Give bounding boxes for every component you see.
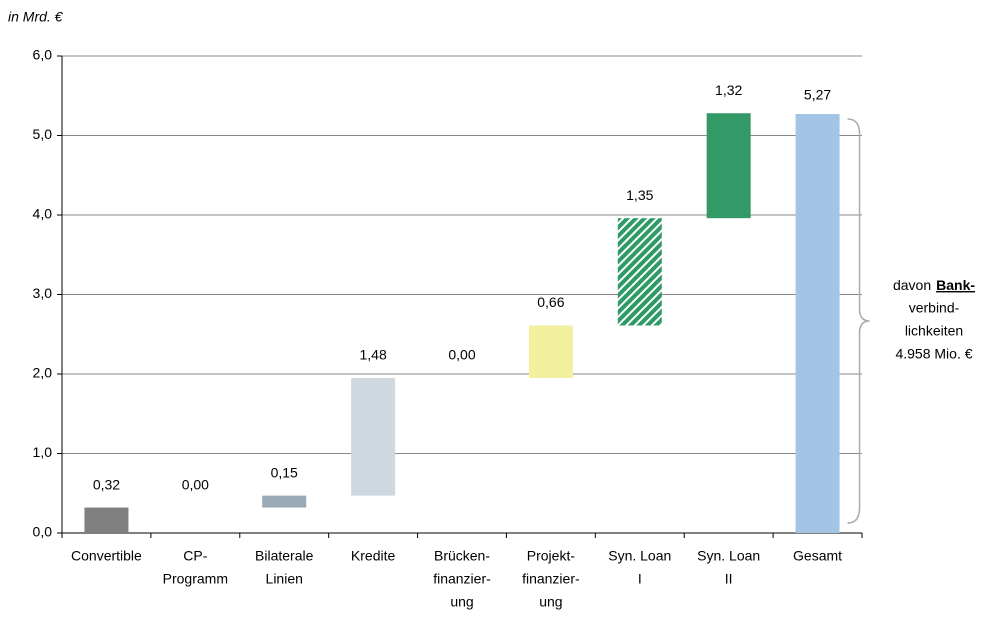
value-label: 5,27 [804, 87, 831, 103]
bar [528, 325, 573, 378]
y-tick-label: 5,0 [33, 126, 53, 142]
bar [262, 495, 307, 508]
x-tick-label: finanzier- [433, 571, 491, 587]
value-label: 0,66 [537, 294, 564, 310]
bar [351, 377, 396, 496]
x-tick-label: II [725, 571, 733, 587]
y-tick-label: 0,0 [33, 524, 53, 540]
value-label: 0,00 [448, 347, 475, 363]
x-tick-label: Programm [163, 571, 228, 587]
y-tick-label: 2,0 [33, 365, 53, 381]
x-tick-label: finanzier- [522, 571, 580, 587]
y-tick-label: 1,0 [33, 444, 53, 460]
unit-label: in Mrd. € [8, 9, 64, 25]
annotation-bold: Bank- [936, 277, 975, 293]
annotation-prefix: davon [893, 277, 931, 293]
x-tick-label: CP- [183, 548, 207, 564]
x-tick-label: Projekt- [527, 548, 576, 564]
bar [84, 507, 129, 533]
brace [847, 118, 870, 524]
value-label: 0,00 [182, 476, 209, 492]
annotation-line: verbind- [909, 300, 960, 316]
value-label: 0,32 [93, 476, 120, 492]
x-tick-label: I [638, 571, 642, 587]
y-tick-label: 6,0 [33, 47, 53, 63]
annotation-line: 4.958 Mio. € [895, 346, 972, 362]
value-label: 1,48 [359, 347, 386, 363]
x-tick-label: Linien [266, 571, 303, 587]
annotation: davon Bank- [893, 277, 975, 293]
x-tick-label: Bilaterale [255, 548, 314, 564]
y-tick-label: 4,0 [33, 206, 53, 222]
x-tick-label: ung [539, 594, 562, 610]
x-tick-label: Gesamt [793, 548, 842, 564]
x-tick-label: Syn. Loan [608, 548, 671, 564]
x-tick-label: Kredite [351, 548, 396, 564]
value-label: 1,32 [715, 82, 742, 98]
x-tick-label: Syn. Loan [697, 548, 760, 564]
x-tick-label: Convertible [71, 548, 142, 564]
x-tick-label: ung [450, 594, 473, 610]
bar [706, 113, 751, 219]
total-bar [795, 114, 840, 533]
bar [617, 218, 662, 326]
x-tick-label: Brücken- [434, 548, 490, 564]
y-tick-label: 3,0 [33, 285, 53, 301]
value-label: 0,15 [271, 464, 298, 480]
annotation-line: lichkeiten [905, 323, 963, 339]
value-label: 1,35 [626, 187, 653, 203]
